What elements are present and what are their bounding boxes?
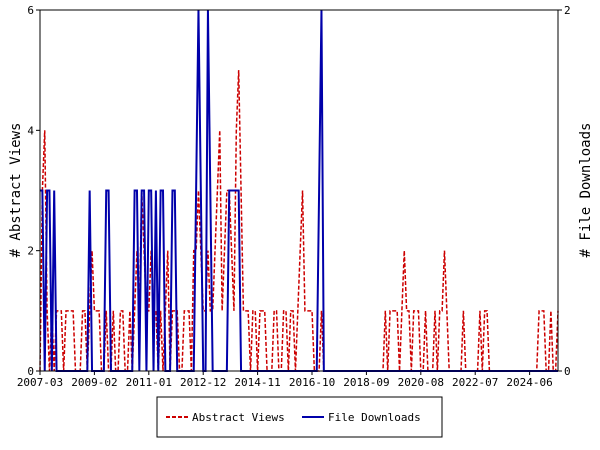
legend-box xyxy=(156,396,443,438)
y-axis-label: # Abstract Views xyxy=(8,123,24,258)
legend-label: File Downloads xyxy=(328,411,421,424)
x-tick-label: 2014-11 xyxy=(234,376,280,389)
y-tick-label: 6 xyxy=(27,4,34,17)
x-tick-label: 2016-10 xyxy=(289,376,335,389)
y-tick-label: 4 xyxy=(27,124,34,137)
y2-tick-label: 0 xyxy=(564,365,571,378)
y2-tick-label: 2 xyxy=(564,4,571,17)
x-tick-label: 2012-12 xyxy=(180,376,226,389)
x-tick-label: 2024-06 xyxy=(506,376,552,389)
y-tick-label: 2 xyxy=(27,245,34,258)
legend-label: Abstract Views xyxy=(192,411,285,424)
x-tick-label: 2007-03 xyxy=(17,376,63,389)
x-tick-label: 2018-09 xyxy=(343,376,389,389)
x-tick-label: 2009-02 xyxy=(71,376,117,389)
x-tick-label: 2011-01 xyxy=(126,376,172,389)
plot-frame xyxy=(39,9,559,372)
x-tick-label: 2020-08 xyxy=(398,376,444,389)
x-tick-label: 2022-07 xyxy=(452,376,498,389)
y-tick-label: 0 xyxy=(27,365,34,378)
y2-axis-label: # File Downloads xyxy=(578,123,594,258)
